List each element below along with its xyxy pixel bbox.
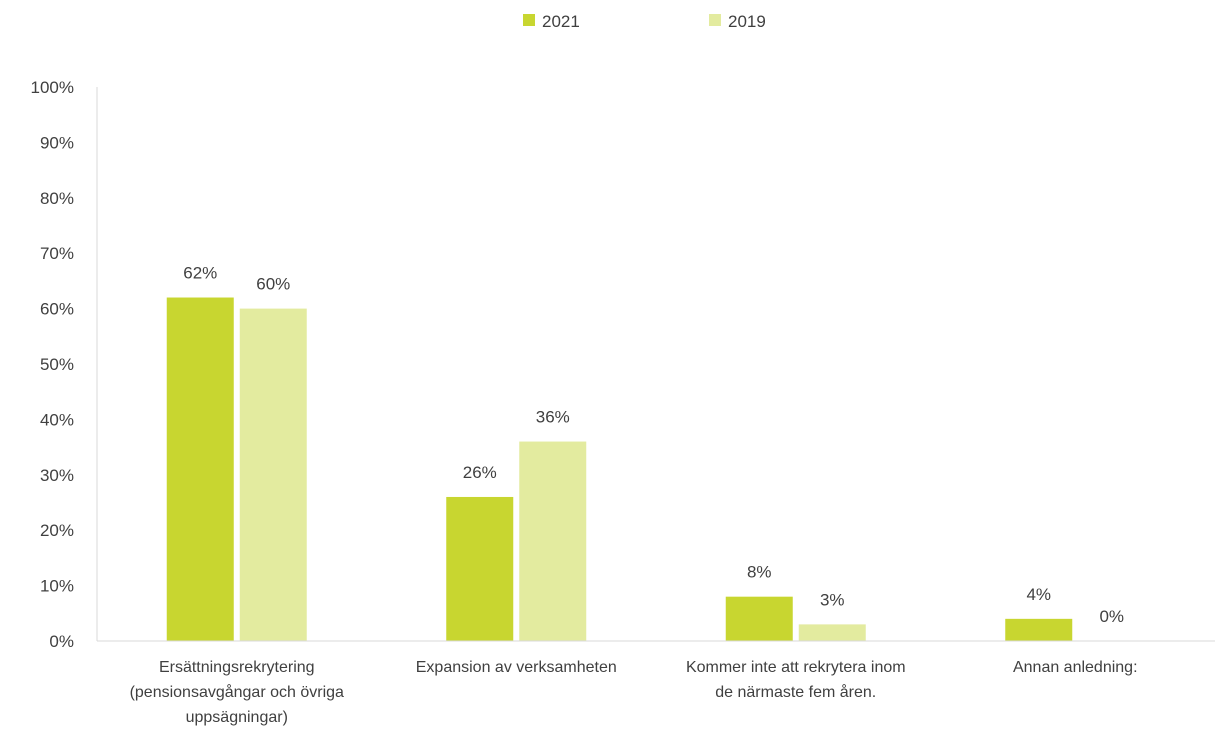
data-label-2019-3: 0% [1099,607,1124,626]
legend-swatch-2021 [523,14,535,26]
bar-2021-1 [446,496,514,641]
y-tick-label: 80% [40,189,74,208]
category-label-line: Annan anledning: [1013,659,1138,676]
category-label-line: uppsägningar) [186,709,288,726]
category-label-line: Expansion av verksamheten [416,659,617,676]
category-label-1: Expansion av verksamheten [416,659,617,676]
y-tick-label: 90% [40,133,74,152]
y-tick-label: 30% [40,466,74,485]
y-tick-label: 70% [40,244,74,263]
category-label-3: Annan anledning: [1013,659,1138,676]
category-label-line: Ersättningsrekrytering [159,659,315,676]
data-label-2021-1: 26% [463,463,497,482]
y-tick-label: 50% [40,355,74,374]
y-tick-label: 60% [40,300,74,319]
data-labels: 62% 60% 26% 36% 8% 3% 4% 0% [183,264,1124,626]
y-tick-label: 20% [40,521,74,540]
category-label-line: Kommer inte att rekrytera inom [686,659,906,676]
bar-2021-3 [1005,618,1073,641]
y-tick-label: 10% [40,577,74,596]
legend-label-2021: 2021 [542,12,580,31]
category-label-line: de närmaste fem åren. [715,683,876,701]
legend-label-2019: 2019 [728,12,766,31]
y-tick-label: 0% [49,632,74,651]
category-label-2: Kommer inte att rekrytera inom de närmast… [686,659,906,701]
bar-2019-2 [798,624,866,641]
legend-swatch-2019 [709,14,721,26]
category-label-line: (pensionsavgångar och övriga [130,683,344,701]
data-label-2021-3: 4% [1026,585,1051,604]
data-label-2019-2: 3% [820,590,845,609]
data-label-2019-0: 60% [256,275,290,294]
bars [166,297,1073,641]
bar-2021-0 [166,297,234,641]
bar-2019-0 [239,308,307,641]
data-label-2021-0: 62% [183,264,217,283]
data-label-2019-1: 36% [536,408,570,427]
data-label-2021-2: 8% [747,563,772,582]
category-label-0: Ersättningsrekrytering (pensionsavgångar … [130,659,344,726]
y-axis: 0% 10% 20% 30% 40% 50% 60% 70% 80% 90% 100% [31,78,98,651]
legend: 2021 2019 [523,12,766,31]
x-axis: Ersättningsrekrytering (pensionsavgångar … [97,640,1215,726]
bar-2021-2 [725,596,793,641]
y-tick-label: 100% [31,78,74,97]
y-tick-label: 40% [40,410,74,429]
bar-2019-1 [519,441,587,641]
